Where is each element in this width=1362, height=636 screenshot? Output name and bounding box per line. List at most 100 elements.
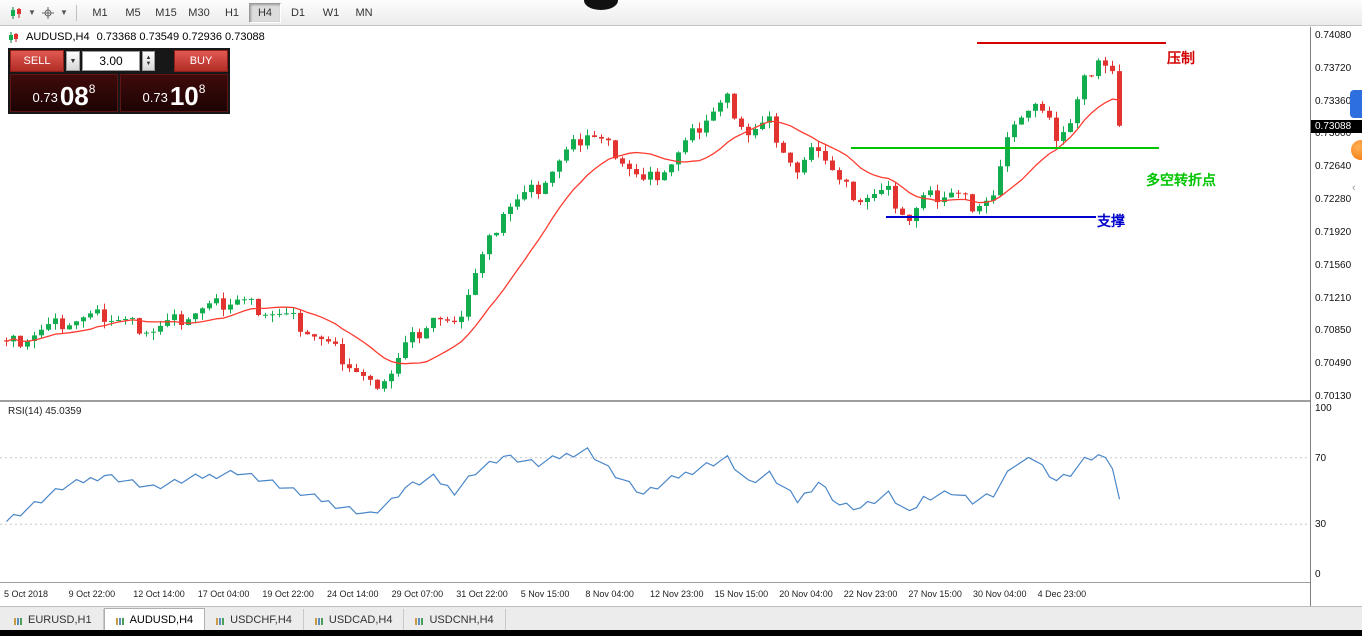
rsi-axis-label: 0 bbox=[1315, 569, 1321, 580]
top-toolbar: ▼ ▼ M1 M5 M15 M30 H1 H4 D1 W1 MN bbox=[0, 0, 1362, 26]
buy-button[interactable]: BUY bbox=[174, 50, 228, 72]
order-type-dropdown-icon[interactable]: ▼ bbox=[66, 51, 80, 71]
symbol-ohlc: 0.73368 0.73549 0.72936 0.73088 bbox=[96, 31, 265, 43]
timeframe-button-w1[interactable]: W1 bbox=[322, 6, 340, 19]
buy-price-pips: 10 bbox=[169, 81, 199, 111]
mini-chart-icon bbox=[314, 615, 324, 625]
tab-eurusd-h1[interactable]: EURUSD,H1 bbox=[3, 609, 104, 630]
mini-chart-icon bbox=[14, 615, 23, 625]
time-axis-label: 27 Nov 15:00 bbox=[908, 589, 962, 599]
time-axis-label: 22 Nov 23:00 bbox=[843, 589, 898, 599]
crosshair-icon[interactable] bbox=[38, 4, 58, 22]
time-axis-label: 12 Nov 23:00 bbox=[650, 589, 704, 599]
timeframe-button-d1[interactable]: D1 bbox=[290, 6, 306, 19]
rsi-timeaxis-divider bbox=[0, 582, 1362, 583]
tab-usdcad-h4[interactable]: USDCAD,H4 bbox=[304, 609, 405, 630]
mini-chart-icon bbox=[415, 615, 424, 625]
time-axis[interactable]: 5 Oct 2018 9 Oct 22:00 12 Oct 14:00 17 Oct … bbox=[0, 583, 1310, 606]
one-click-trade-panel: SELL ▼ ▲▼ BUY 0.73 08 8 0.73 10 8 bbox=[8, 48, 230, 114]
price-axis-label: 0.71210 bbox=[1315, 292, 1352, 304]
candlestick-chart[interactable] bbox=[0, 27, 1310, 401]
sell-price-display[interactable]: 0.73 08 8 bbox=[10, 74, 118, 112]
time-axis-label: 29 Oct 07:00 bbox=[391, 589, 444, 599]
rsi-indicator-label: RSI(14) 45.0359 bbox=[8, 406, 82, 417]
time-axis-label: 19 Oct 22:00 bbox=[262, 589, 314, 599]
screen-notch bbox=[584, 0, 618, 10]
price-axis-label: 0.70490 bbox=[1315, 358, 1352, 370]
price-axis-label: 0.73000 bbox=[1315, 128, 1352, 140]
rsi-axis-label: 30 bbox=[1315, 519, 1327, 531]
timeframe-button-h1[interactable]: H1 bbox=[224, 6, 240, 19]
tab-label: USDCAD,H4 bbox=[328, 613, 393, 626]
tab-label: USDCHF,H4 bbox=[230, 613, 292, 626]
time-axis-label: 4 Dec 23:00 bbox=[1037, 589, 1087, 599]
time-axis-label: 15 Nov 15:00 bbox=[714, 589, 769, 599]
timeframe-button-m15[interactable]: M15 bbox=[155, 6, 177, 19]
volume-input[interactable] bbox=[82, 51, 140, 71]
sell-price-point: 8 bbox=[88, 82, 96, 96]
time-axis-label: 31 Oct 22:00 bbox=[456, 589, 508, 599]
sell-price-pips: 08 bbox=[59, 81, 89, 111]
tab-label: AUDUSD,H4 bbox=[129, 613, 194, 626]
time-axis-label: 5 Nov 15:00 bbox=[520, 589, 570, 599]
tab-label: USDCNH,H4 bbox=[429, 613, 494, 626]
symbol-candle-icon bbox=[9, 31, 18, 43]
rsi-panel[interactable]: RSI(14) 45.0359 bbox=[0, 402, 1310, 582]
chart-type-candlestick-icon[interactable] bbox=[6, 4, 26, 22]
buy-price-point: 8 bbox=[198, 82, 206, 96]
time-axis-label: 8 Nov 04:00 bbox=[585, 589, 634, 599]
overlay-blue-icon[interactable] bbox=[1350, 90, 1362, 118]
rsi-axis-label: 70 bbox=[1315, 452, 1327, 464]
timeframe-button-m30[interactable]: M30 bbox=[188, 6, 210, 19]
price-axis-label: 0.70130 bbox=[1315, 391, 1352, 403]
timeframe-button-mn[interactable]: MN bbox=[355, 6, 373, 19]
price-axis-label: 0.74080 bbox=[1315, 30, 1352, 41]
taskbar-strip bbox=[0, 630, 1362, 636]
price-axis-label: 0.71920 bbox=[1315, 226, 1352, 238]
resistance-label[interactable]: 压制 bbox=[1167, 50, 1195, 66]
mini-chart-icon bbox=[115, 615, 125, 625]
timeframe-button-h4[interactable]: H4 bbox=[249, 2, 281, 23]
toolbar-separator bbox=[76, 4, 77, 21]
tab-label: EURUSD,H1 bbox=[28, 613, 92, 626]
sell-price-prefix: 0.73 bbox=[32, 90, 58, 105]
symbol-header: AUDUSD,H4 0.73368 0.73549 0.72936 0.7308… bbox=[8, 31, 265, 43]
tab-usdchf-h4[interactable]: USDCHF,H4 bbox=[205, 609, 304, 630]
tab-usdcnh-h4[interactable]: USDCNH,H4 bbox=[404, 609, 506, 630]
time-axis-label: 9 Oct 22:00 bbox=[68, 589, 116, 599]
overlay-chevron-icon[interactable]: ‹ bbox=[1352, 182, 1356, 194]
trade-controls-row: SELL ▼ ▲▼ BUY bbox=[8, 48, 230, 74]
timeframe-button-m5[interactable]: M5 bbox=[125, 6, 141, 19]
time-axis-label: 24 Oct 14:00 bbox=[327, 589, 379, 599]
price-axis-label: 0.70850 bbox=[1315, 325, 1352, 337]
pivot-label[interactable]: 多空转折点 bbox=[1146, 172, 1216, 188]
time-axis-label: 12 Oct 14:00 bbox=[133, 589, 185, 599]
price-axis-label: 0.72640 bbox=[1315, 161, 1352, 173]
support-label[interactable]: 支撑 bbox=[1097, 213, 1125, 229]
sell-button[interactable]: SELL bbox=[10, 50, 64, 72]
tab-audusd-h4[interactable]: AUDUSD,H4 bbox=[103, 608, 206, 630]
time-axis-label: 30 Nov 04:00 bbox=[973, 589, 1027, 599]
chart-type-dropdown-icon[interactable]: ▼ bbox=[28, 8, 36, 17]
price-axis-label: 0.72280 bbox=[1315, 194, 1352, 206]
time-axis-label: 5 Oct 2018 bbox=[4, 589, 49, 599]
main-chart-area[interactable]: AUDUSD,H4 0.73368 0.73549 0.72936 0.7308… bbox=[0, 27, 1310, 401]
current-price-badge: 0.73088 bbox=[1311, 120, 1362, 133]
chart-rsi-divider[interactable] bbox=[0, 400, 1362, 402]
overlay-orange-icon[interactable] bbox=[1351, 140, 1362, 160]
mini-chart-icon bbox=[216, 615, 225, 625]
timeframe-button-m1[interactable]: M1 bbox=[92, 6, 108, 19]
buy-price-display[interactable]: 0.73 10 8 bbox=[120, 74, 228, 112]
price-axis-label: 0.73360 bbox=[1315, 95, 1352, 107]
symbol-title: AUDUSD,H4 bbox=[26, 31, 90, 43]
trade-prices-row: 0.73 08 8 0.73 10 8 bbox=[8, 74, 230, 114]
timeframe-buttons: M1 M5 M15 M30 H1 H4 D1 W1 MN bbox=[84, 2, 380, 23]
cursor-dropdown-icon[interactable]: ▼ bbox=[60, 8, 68, 17]
volume-stepper[interactable]: ▲ ▼ bbox=[142, 51, 155, 71]
time-axis-label: 17 Oct 04:00 bbox=[197, 589, 250, 599]
buy-price-prefix: 0.73 bbox=[142, 90, 168, 105]
time-axis-label: 20 Nov 04:00 bbox=[779, 589, 833, 599]
rsi-chart[interactable] bbox=[0, 402, 1310, 580]
rsi-axis-label: 100 bbox=[1315, 403, 1332, 414]
price-axis-label: 0.71560 bbox=[1315, 259, 1352, 271]
